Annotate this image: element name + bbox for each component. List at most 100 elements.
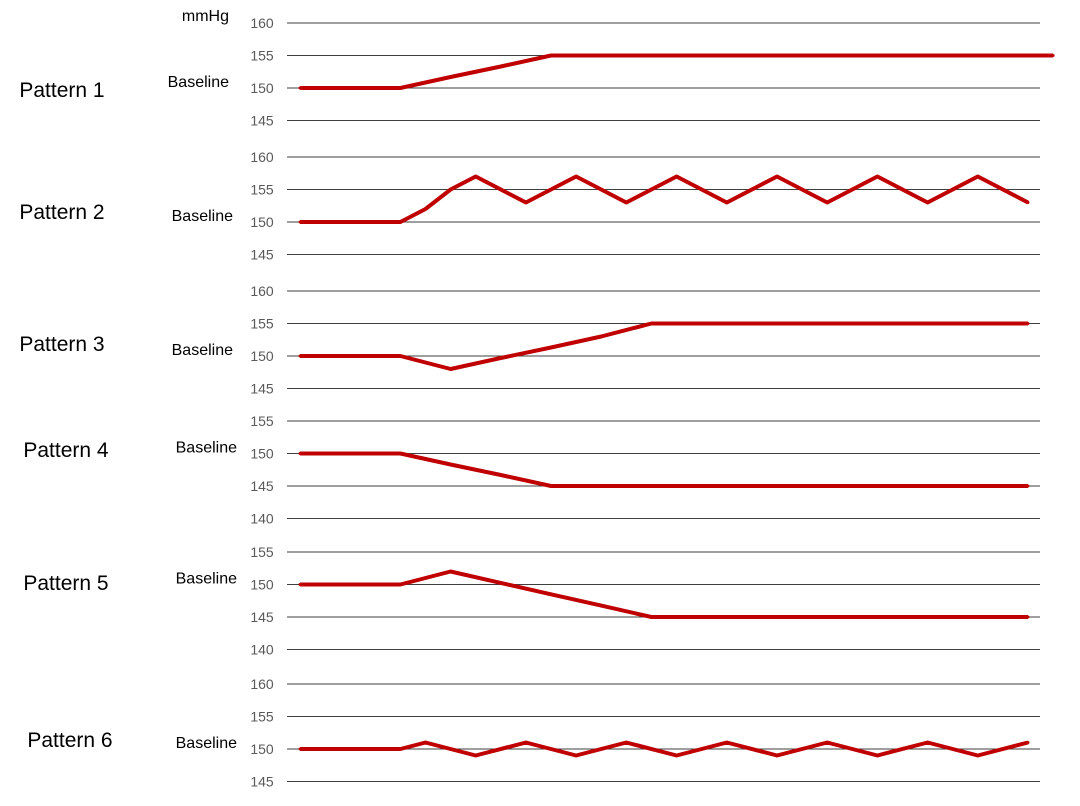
series-line <box>300 321 1028 371</box>
data-point <box>750 54 754 57</box>
y-tick-label: 155 <box>250 182 274 198</box>
data-point <box>549 54 553 57</box>
pattern-panel-1: 160 155 150 145 mmHg Pattern 1 Baseline <box>19 8 1055 129</box>
data-point <box>549 484 553 488</box>
pattern-panel-3: 160 155 150 145 Pattern 3 Baseline <box>19 283 1040 397</box>
baseline-label: Baseline <box>172 342 233 359</box>
data-point <box>649 322 653 325</box>
data-point <box>700 615 704 619</box>
baseline-label: Baseline <box>176 735 237 752</box>
data-point <box>775 754 779 757</box>
data-point <box>298 583 302 586</box>
data-point <box>800 322 804 325</box>
data-point <box>649 54 653 57</box>
data-point <box>1001 615 1005 619</box>
data-point <box>951 484 955 488</box>
data-point <box>1051 54 1055 57</box>
data-point <box>549 346 553 349</box>
data-point <box>599 335 603 338</box>
y-tick-label: 145 <box>250 247 274 263</box>
data-point <box>624 741 628 744</box>
data-point <box>1026 741 1030 744</box>
data-point <box>901 54 904 57</box>
data-point <box>499 581 503 585</box>
y-tick-label: 145 <box>250 478 274 494</box>
unit-label: mmHg <box>182 8 229 25</box>
baseline-label: Baseline <box>176 571 237 588</box>
y-tick-label: 150 <box>250 348 274 364</box>
series-line <box>300 569 1028 619</box>
data-point <box>474 754 478 757</box>
data-point <box>926 741 930 744</box>
pattern-panel-2: 160 155 150 145 Pattern 2 Baseline <box>19 149 1040 263</box>
data-point <box>398 452 402 455</box>
data-point <box>348 86 352 90</box>
data-point <box>951 54 955 57</box>
y-tick-label: 160 <box>250 676 274 692</box>
y-tick-label: 150 <box>250 446 274 462</box>
data-point <box>675 175 679 178</box>
y-tick-label: 150 <box>250 577 274 593</box>
y-tick-label: 150 <box>250 741 274 757</box>
data-point <box>1026 322 1030 325</box>
baseline-label: Baseline <box>168 74 229 91</box>
data-point <box>850 484 854 488</box>
data-point <box>424 741 427 744</box>
data-point <box>700 322 704 325</box>
data-point <box>1001 54 1005 57</box>
data-point <box>850 54 854 57</box>
data-point <box>398 220 402 224</box>
data-point <box>449 75 453 79</box>
pattern-title: Pattern 1 <box>19 79 104 102</box>
data-point <box>499 473 503 477</box>
series-line <box>300 53 1054 90</box>
data-point <box>725 201 729 204</box>
data-point <box>449 463 453 466</box>
data-point <box>775 175 779 178</box>
data-point <box>926 201 930 204</box>
data-point <box>1026 615 1030 619</box>
data-point <box>875 754 879 757</box>
data-point <box>800 484 804 488</box>
data-point <box>624 201 628 204</box>
data-point <box>1026 201 1030 204</box>
y-tick-label: 145 <box>250 381 274 397</box>
baseline-label: Baseline <box>176 440 237 457</box>
y-tick-label: 140 <box>250 511 274 527</box>
data-point <box>951 322 955 325</box>
data-point <box>298 86 302 90</box>
data-point <box>850 615 854 619</box>
data-point <box>599 54 603 57</box>
y-tick-label: 140 <box>250 642 274 658</box>
y-tick-label: 145 <box>250 113 274 129</box>
y-tick-label: 155 <box>250 316 274 332</box>
data-point <box>298 354 302 358</box>
data-point <box>800 54 804 57</box>
pattern-panel-5: 155 150 145 140 Pattern 5 Baseline <box>23 544 1040 658</box>
pattern-title: Pattern 5 <box>23 572 108 595</box>
data-point <box>825 201 829 204</box>
data-point <box>901 322 904 325</box>
data-point <box>398 583 402 586</box>
pattern-panel-4: 155 150 145 140 Pattern 4 Baseline <box>23 413 1040 527</box>
data-point <box>800 615 804 619</box>
data-point <box>1001 484 1005 488</box>
data-point <box>1026 484 1030 488</box>
data-point <box>675 754 679 757</box>
data-point <box>850 322 854 325</box>
series-line <box>300 451 1028 488</box>
y-tick-label: 160 <box>250 15 274 31</box>
data-point <box>976 754 980 757</box>
y-tick-label: 155 <box>250 413 274 429</box>
data-point <box>875 175 879 178</box>
y-tick-label: 145 <box>250 774 274 790</box>
data-point <box>599 484 603 488</box>
baseline-label: Baseline <box>172 208 233 225</box>
data-point <box>499 65 503 68</box>
pattern-title: Pattern 6 <box>27 729 112 752</box>
data-point <box>649 615 653 619</box>
data-point <box>424 207 427 211</box>
data-point <box>750 322 754 325</box>
data-point <box>298 452 302 455</box>
